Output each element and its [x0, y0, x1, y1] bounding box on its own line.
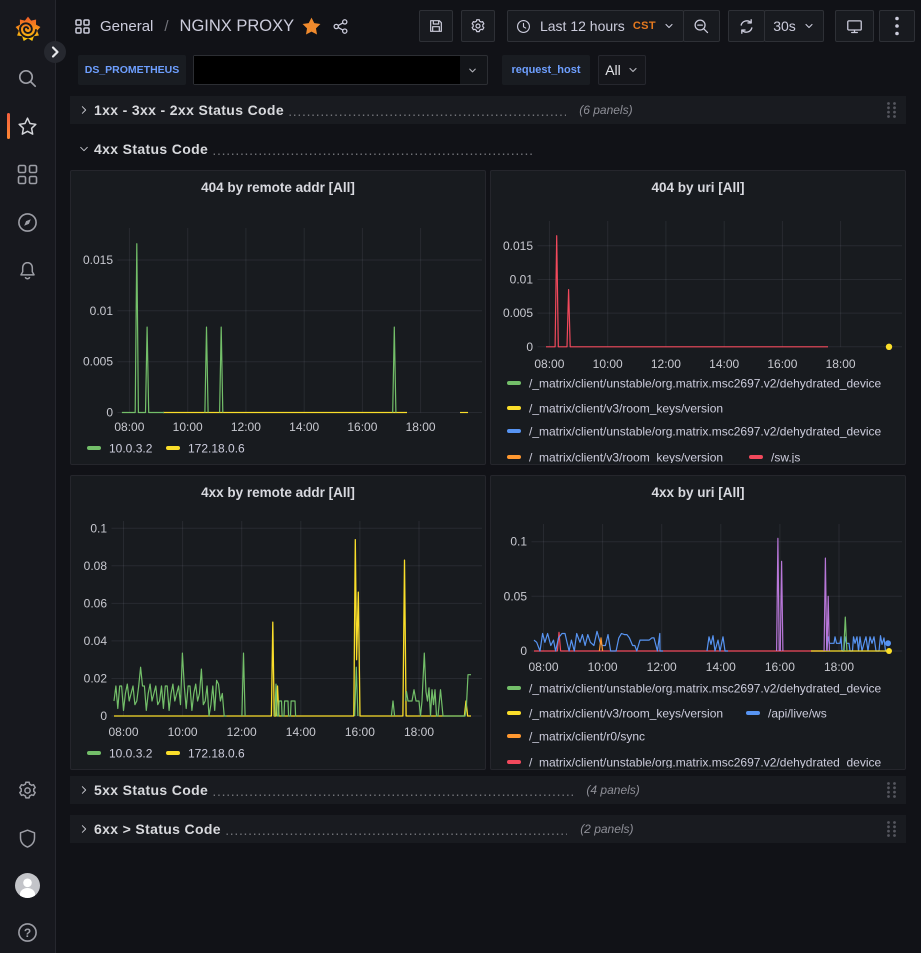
svg-text:0.005: 0.005: [503, 306, 533, 320]
svg-text:0.04: 0.04: [84, 634, 108, 648]
svg-text:0: 0: [526, 340, 533, 354]
svg-text:/_matrix/client/v3/room_keys/v: /_matrix/client/v3/room_keys/version: [529, 451, 723, 464]
svg-text:18:00: 18:00: [404, 725, 434, 739]
svg-text:12:00: 12:00: [227, 725, 257, 739]
svg-text:08:00: 08:00: [108, 725, 138, 739]
svg-text:08:00: 08:00: [114, 420, 144, 434]
svg-text:10.0.3.2: 10.0.3.2: [109, 747, 153, 761]
svg-text:16:00: 16:00: [765, 660, 795, 674]
svg-text:/_matrix/client/v3/room_keys/v: /_matrix/client/v3/room_keys/version: [529, 402, 723, 416]
svg-text:18:00: 18:00: [406, 420, 436, 434]
svg-text:18:00: 18:00: [826, 357, 856, 371]
svg-text:08:00: 08:00: [528, 660, 558, 674]
svg-text:?: ?: [24, 926, 31, 940]
svg-text:0.08: 0.08: [84, 559, 108, 573]
svg-text:16:00: 16:00: [345, 725, 375, 739]
svg-text:0: 0: [106, 406, 113, 420]
svg-text:0.015: 0.015: [503, 239, 533, 253]
svg-text:10:00: 10:00: [588, 660, 618, 674]
svg-text:/_matrix/client/unstable/org.m: /_matrix/client/unstable/org.matrix.msc2…: [529, 377, 882, 391]
svg-text:/sw.js: /sw.js: [771, 451, 800, 464]
svg-text:404 by uri [All]: 404 by uri [All]: [651, 180, 744, 195]
svg-text:16:00: 16:00: [767, 357, 797, 371]
svg-text:172.18.0.6: 172.18.0.6: [188, 747, 245, 761]
svg-text:12:00: 12:00: [231, 420, 261, 434]
svg-text:0.015: 0.015: [83, 253, 113, 267]
svg-text:0.1: 0.1: [90, 521, 107, 535]
svg-text:/_matrix/client/unstable/org.m: /_matrix/client/unstable/org.matrix.msc2…: [529, 756, 882, 769]
svg-text:0.01: 0.01: [510, 273, 534, 287]
svg-text:10:00: 10:00: [168, 725, 198, 739]
svg-text:12:00: 12:00: [647, 660, 677, 674]
svg-text:14:00: 14:00: [706, 660, 736, 674]
svg-text:4xx by remote addr [All]: 4xx by remote addr [All]: [201, 485, 355, 500]
svg-text:172.18.0.6: 172.18.0.6: [188, 442, 245, 456]
svg-text:0.02: 0.02: [84, 672, 108, 686]
svg-text:/api/live/ws: /api/live/ws: [768, 707, 827, 721]
svg-text:0.05: 0.05: [504, 589, 528, 603]
svg-text:10:00: 10:00: [593, 357, 623, 371]
svg-text:4xx by uri [All]: 4xx by uri [All]: [651, 485, 744, 500]
svg-text:14:00: 14:00: [289, 420, 319, 434]
svg-text:0: 0: [520, 644, 527, 658]
svg-text:404 by remote addr [All]: 404 by remote addr [All]: [201, 180, 355, 195]
svg-text:14:00: 14:00: [286, 725, 316, 739]
svg-text:10.0.3.2: 10.0.3.2: [109, 442, 153, 456]
svg-text:/_matrix/client/v3/room_keys/v: /_matrix/client/v3/room_keys/version: [529, 707, 723, 721]
svg-text:08:00: 08:00: [534, 357, 564, 371]
svg-text:16:00: 16:00: [347, 420, 377, 434]
svg-text:14:00: 14:00: [709, 357, 739, 371]
svg-text:/_matrix/client/r0/sync: /_matrix/client/r0/sync: [529, 730, 645, 744]
svg-text:0.1: 0.1: [510, 535, 527, 549]
svg-text:0: 0: [100, 709, 107, 723]
svg-text:0.06: 0.06: [84, 596, 108, 610]
svg-text:12:00: 12:00: [651, 357, 681, 371]
svg-text:18:00: 18:00: [824, 660, 854, 674]
svg-text:/_matrix/client/unstable/org.m: /_matrix/client/unstable/org.matrix.msc2…: [529, 425, 882, 439]
svg-text:0.01: 0.01: [90, 304, 114, 318]
svg-text:/_matrix/client/unstable/org.m: /_matrix/client/unstable/org.matrix.msc2…: [529, 682, 882, 696]
svg-text:10:00: 10:00: [173, 420, 203, 434]
svg-text:0.005: 0.005: [83, 355, 113, 369]
